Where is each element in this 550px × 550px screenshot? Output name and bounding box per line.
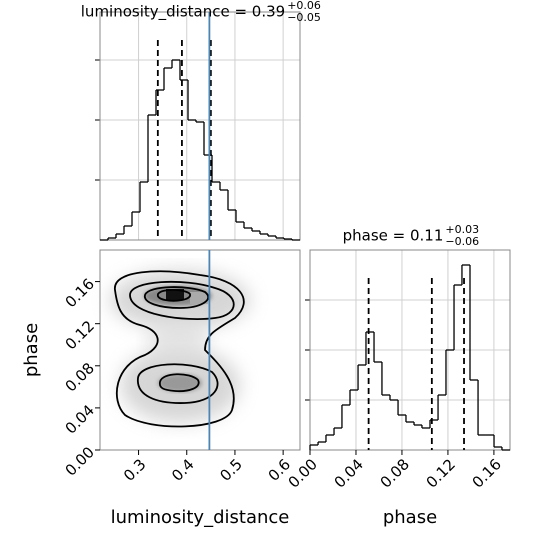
y-axis-label: phase [21,323,42,377]
x-axis-label: phase [383,507,437,528]
contours [114,270,245,428]
title-minus: −0.06 [445,235,479,248]
axes-frame [309,249,511,451]
panel-title: luminosity_distance = 0.39 [81,3,285,22]
panel-title: phase = 0.11 [343,227,444,245]
title-plus: +0.06 [287,0,321,12]
x-axis-label: luminosity_distance [111,507,290,528]
title-minus: −0.05 [287,11,321,24]
axes-frame [99,11,301,241]
title-plus: +0.03 [445,223,479,236]
axes-frame [99,249,301,451]
